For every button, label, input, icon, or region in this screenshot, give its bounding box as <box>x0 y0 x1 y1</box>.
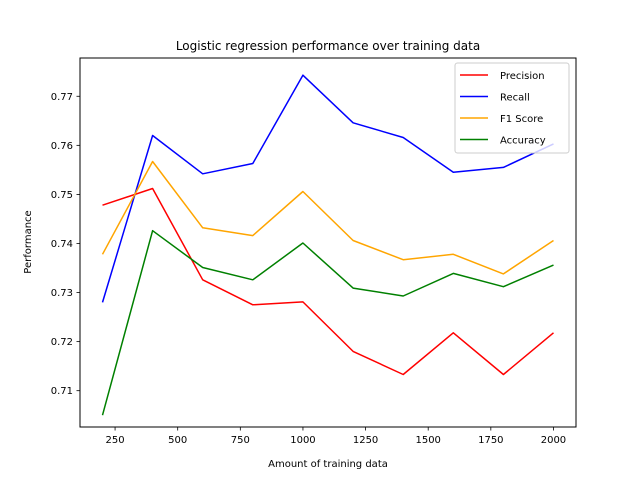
legend-label: F1 Score <box>500 114 543 125</box>
x-tick-label: 1500 <box>415 435 440 446</box>
x-tick-label: 1750 <box>478 435 503 446</box>
y-axis: 0.71 0.72 0.73 0.74 0.75 0.76 0.77 <box>51 92 80 397</box>
x-tick-label: 2000 <box>541 435 566 446</box>
y-tick-label: 0.71 <box>51 386 73 397</box>
legend-label: Precision <box>500 71 545 82</box>
legend-label: Accuracy <box>500 136 546 147</box>
y-tick-label: 0.73 <box>51 288 73 299</box>
y-tick-label: 0.72 <box>51 337 73 348</box>
series-line-1 <box>101 74 554 303</box>
x-tick-label: 250 <box>106 435 125 446</box>
x-tick-label: 1250 <box>353 435 378 446</box>
series-line-2 <box>101 160 554 275</box>
x-axis-label: Amount of training data <box>268 459 388 470</box>
y-axis-label: Performance <box>23 210 34 273</box>
y-tick-label: 0.76 <box>51 141 73 152</box>
x-tick-label: 1000 <box>290 435 315 446</box>
plot-area <box>101 74 554 416</box>
legend: Precision Recall F1 Score Accuracy <box>454 62 570 154</box>
chart-title: Logistic regression performance over tra… <box>176 39 480 53</box>
x-axis: 250 500 750 1000 1250 1500 1750 2000 <box>106 427 566 446</box>
plot-frame <box>79 57 577 428</box>
series-line-0 <box>102 187 554 376</box>
y-tick-label: 0.77 <box>51 92 73 103</box>
series-line-3 <box>101 229 554 416</box>
x-tick-label: 500 <box>168 435 187 446</box>
y-tick-label: 0.74 <box>51 239 73 250</box>
x-tick-label: 750 <box>231 435 250 446</box>
y-tick-label: 0.75 <box>51 190 73 201</box>
legend-label: Recall <box>500 93 530 104</box>
legend-box <box>454 62 570 154</box>
